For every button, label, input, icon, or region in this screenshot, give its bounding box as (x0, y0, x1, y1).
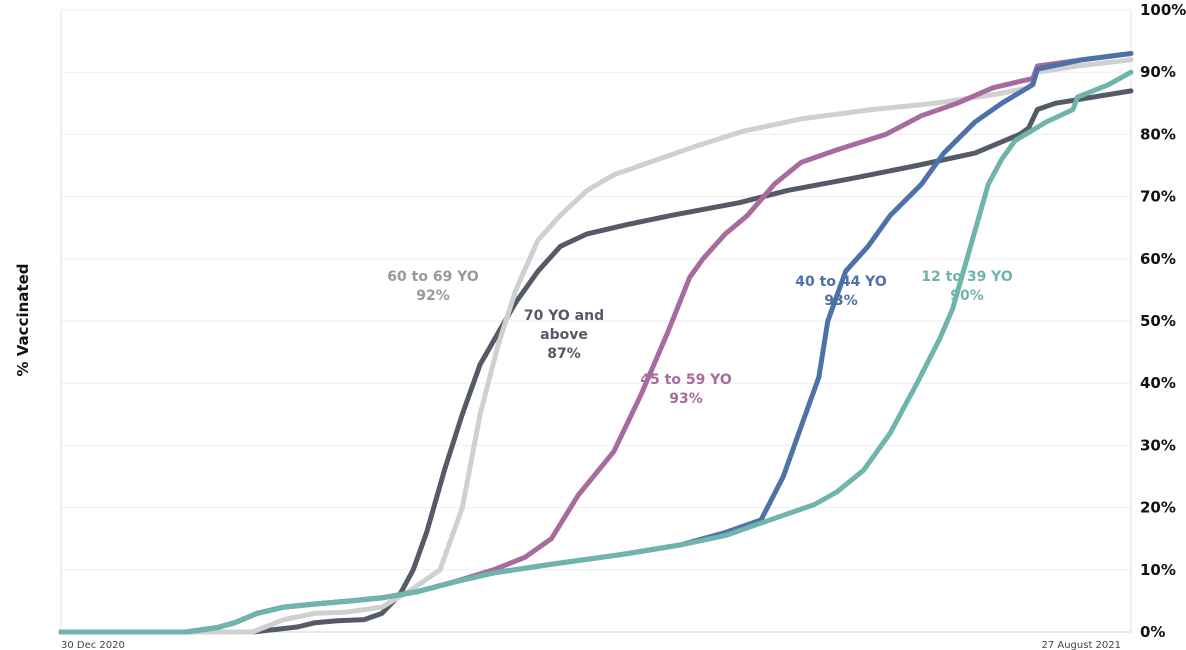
series-label-line: above (540, 327, 588, 343)
series-label-12-to-39-yo: 12 to 39 YO 90% (921, 269, 1013, 304)
y-tick-label-60: 60% (1140, 250, 1176, 268)
series-label-line: 93% (824, 293, 858, 309)
y-tick-label-70: 70% (1140, 188, 1176, 206)
series-label-40-to-44-yo: 40 to 44 YO 93% (795, 274, 887, 309)
series-label-line: 92% (416, 288, 450, 304)
series-label-line: 90% (950, 288, 984, 304)
y-tick-label-100: 100% (1140, 1, 1186, 19)
y-tick-label-0: 0% (1140, 623, 1165, 641)
series-line-70-yo-and-above (58, 88, 1134, 635)
y-tick-labels: 0% 10% 20% 30% 40% 50% 60% 70% 80% 90% 100% (1140, 1, 1186, 641)
y-tick-label-40: 40% (1140, 374, 1176, 392)
horizontal-gridlines (61, 9, 1131, 633)
series-label-line: 45 to 59 YO (640, 372, 732, 388)
series-label-line: 70 YO and (524, 308, 604, 324)
series-line-40-to-44-yo (58, 51, 1134, 635)
series-lines (58, 51, 1134, 635)
y-axis-label: % Vaccinated (14, 264, 32, 377)
series-label-70-yo-and-above: 70 YO and above 87% (524, 308, 604, 362)
series-line-45-to-59-yo (58, 51, 1134, 635)
series-label-line: 93% (669, 391, 703, 407)
y-tick-label-10: 10% (1140, 561, 1176, 579)
series-line-12-to-39-yo (58, 69, 1134, 635)
series-label-line: 12 to 39 YO (921, 269, 1013, 285)
series-label-60-to-69-yo: 60 to 69 YO 92% (387, 269, 479, 304)
series-label-line: 60 to 69 YO (387, 269, 479, 285)
series-label-line: 87% (547, 346, 581, 362)
y-tick-label-80: 80% (1140, 125, 1176, 143)
series-labels: 70 YO and above 87% 60 to 69 YO 92% 45 to 59 … (387, 269, 1013, 407)
y-tick-label-50: 50% (1140, 312, 1176, 330)
y-tick-label-20: 20% (1140, 499, 1176, 517)
x-tick-label-start: 30 Dec 2020 (61, 640, 125, 650)
y-tick-label-30: 30% (1140, 436, 1176, 454)
series-line-60-to-69-yo (58, 57, 1134, 635)
x-tick-label-end: 27 August 2021 (1041, 640, 1121, 650)
series-label-line: 40 to 44 YO (795, 274, 887, 290)
series-label-45-to-59-yo: 45 to 59 YO 93% (640, 372, 732, 407)
y-tick-label-90: 90% (1140, 63, 1176, 81)
